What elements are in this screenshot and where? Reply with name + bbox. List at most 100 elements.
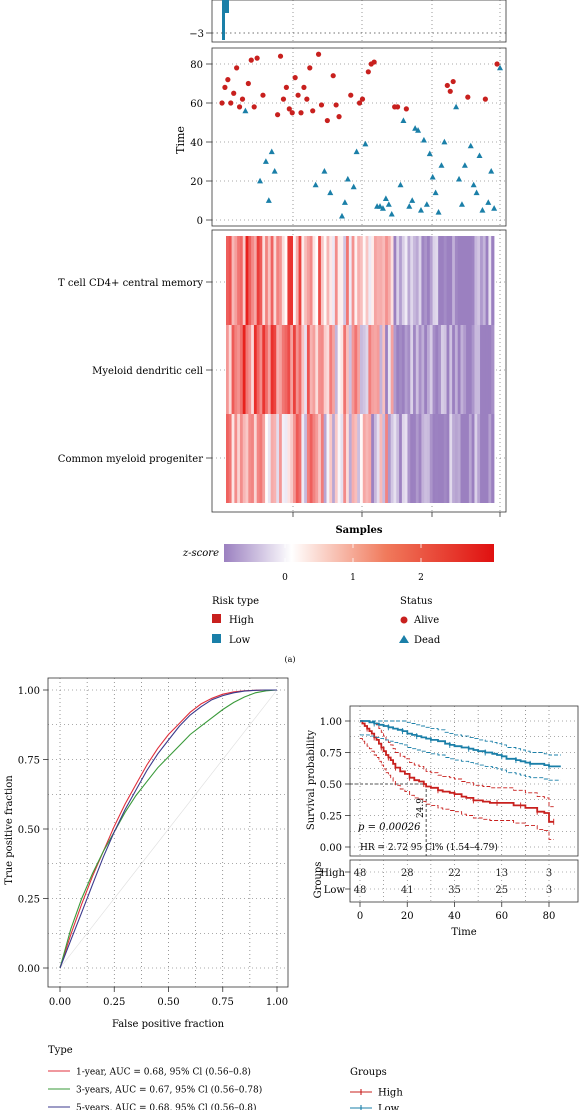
heatmap-cell	[284, 236, 288, 325]
heatmap-cell	[234, 325, 238, 414]
heatmap-cell	[343, 325, 347, 414]
heatmap-cell	[337, 325, 341, 414]
scatter-point-dead	[409, 197, 416, 203]
heatmap-cell	[491, 414, 495, 503]
heatmap-cell	[248, 236, 252, 325]
heatmap-cell	[245, 325, 249, 414]
risk-high-swatch	[212, 614, 221, 623]
heatmap-cell	[357, 236, 361, 325]
heatmap-cell	[443, 236, 447, 325]
scatter-point-alive	[324, 117, 330, 124]
roc-grid	[48, 678, 288, 987]
scatter-point-dead	[321, 168, 328, 174]
heatmap-cell	[332, 414, 336, 503]
roc-curve	[59, 689, 278, 969]
heatmap-cell	[399, 325, 403, 414]
heatmap-cell	[351, 325, 355, 414]
scatter-point-dead	[420, 136, 427, 143]
risk-table-cell: 35	[448, 885, 461, 896]
risk-status-legend: Risk type High Low Status Alive Dead	[212, 596, 441, 646]
heatmap-cell	[454, 414, 459, 503]
scatter-point-alive	[356, 100, 363, 106]
heatmap-cell	[379, 414, 383, 503]
scatter-point-alive	[371, 59, 377, 65]
scatter-point-alive	[310, 108, 316, 114]
roc-legend: 1-year, AUC = 0.68, 95% Cl (0.56–0.8) 3-y…	[48, 1067, 262, 1110]
heatmap-cell	[396, 414, 400, 503]
roc-legend-title: Type	[48, 1045, 73, 1056]
scatter-point-dead	[353, 148, 360, 155]
scatter-grid	[212, 48, 506, 226]
heatmap-cell	[468, 414, 473, 503]
heatmap-cell	[454, 236, 459, 325]
risk-table-cell: 41	[401, 885, 414, 896]
roc-y-tick-label: 0.00	[18, 964, 40, 975]
roc-x-tick-label: 0.75	[212, 997, 234, 1008]
heatmap-cell	[371, 414, 375, 503]
scatter-point-dead	[429, 173, 436, 180]
roc-curves	[59, 689, 278, 969]
km-frame	[349, 705, 579, 857]
scatter-point-dead	[242, 107, 249, 114]
heatmap-cell	[480, 236, 484, 325]
heatmap-cell	[401, 414, 406, 503]
zscore-colorbar	[224, 544, 494, 562]
scatter-point-dead	[438, 162, 445, 168]
heatmap-cell	[401, 236, 406, 325]
scatter-point-alive	[245, 80, 251, 87]
heatmap-cell	[348, 414, 353, 503]
heatmap-cell	[281, 325, 286, 414]
heatmap-cell	[334, 414, 339, 503]
risk-high-label: High	[229, 615, 254, 626]
heatmap-cell	[276, 325, 280, 414]
heatmap-cell	[332, 325, 336, 414]
heatmap-cell	[393, 414, 397, 503]
heatmap-cell	[340, 325, 344, 414]
heatmap-cell	[228, 414, 232, 503]
heatmap-cell	[320, 325, 325, 414]
heatmap-cell	[373, 414, 378, 503]
heatmap-cell	[432, 414, 436, 503]
heatmap-cell	[329, 236, 333, 325]
heatmap-cell	[265, 236, 269, 325]
heatmap-cell	[424, 236, 428, 325]
heatmap-cell	[393, 325, 397, 414]
heatmap-cell	[312, 414, 316, 503]
heatmap-cell	[256, 414, 260, 503]
heatmap-cell	[421, 325, 425, 414]
heatmap-cell	[396, 325, 400, 414]
heatmap-cell	[466, 414, 470, 503]
scatter-point-dead	[341, 199, 348, 205]
heatmap-cell	[382, 325, 386, 414]
scatter-point-dead	[412, 125, 419, 131]
scatter-point-dead	[485, 199, 492, 205]
heatmap-cell	[468, 236, 473, 325]
scatter-point-alive	[236, 104, 243, 110]
heatmap-cell	[429, 414, 433, 503]
km-x-axis: 0 20 40 60 80	[357, 902, 555, 922]
heatmap-cell	[488, 236, 492, 325]
scatter-point-alive	[494, 61, 500, 67]
km-ci-lower	[360, 734, 561, 781]
heatmap-cell	[284, 325, 288, 414]
scatter-point-alive	[333, 102, 339, 108]
km-ci-upper	[360, 720, 561, 756]
scatter-point-alive	[330, 73, 336, 79]
heatmap-cell	[385, 236, 389, 325]
km-x-tick-label: 40	[448, 911, 461, 922]
heatmap-cell	[262, 325, 266, 414]
heatmap-cell	[287, 414, 291, 503]
roc-frame	[47, 677, 289, 988]
risk-table-cell: 3	[546, 868, 552, 879]
scatter-point-dead	[491, 205, 498, 211]
heatmap-cell	[337, 414, 341, 503]
heatmap-cell	[259, 236, 263, 325]
heatmap-cell	[337, 236, 341, 325]
heatmap-cell	[315, 414, 319, 503]
heatmap-cell	[443, 325, 447, 414]
heatmap-cell	[329, 325, 333, 414]
heatmap-cell	[226, 325, 230, 414]
heatmap-cell	[480, 414, 484, 503]
heatmap-cell	[446, 236, 450, 325]
scatter-point-dead	[262, 158, 269, 164]
